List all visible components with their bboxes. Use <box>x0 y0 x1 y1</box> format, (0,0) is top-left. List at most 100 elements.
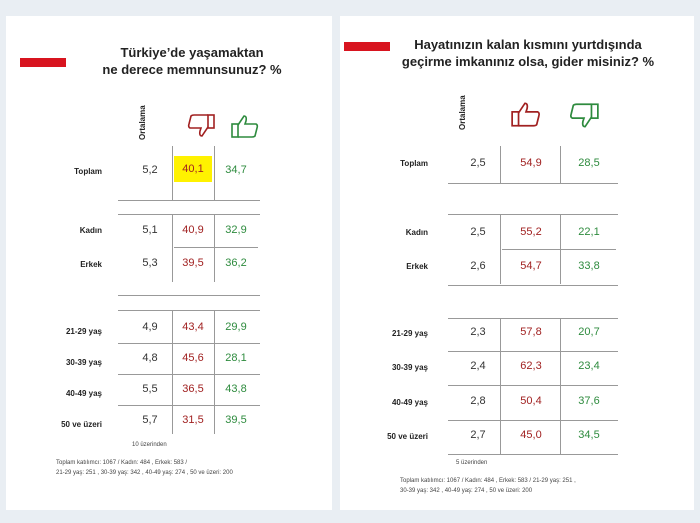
average-column-header: Ortalama <box>138 105 147 140</box>
row-label: 40-49 yaş <box>391 398 428 407</box>
positive-percent: 28,1 <box>225 352 247 364</box>
row-label: Toplam <box>400 159 428 168</box>
thumbs-down-icon <box>187 114 215 137</box>
average-value: 5,3 <box>142 257 158 269</box>
average-value: 2,5 <box>470 226 486 238</box>
grid-line <box>500 214 501 284</box>
grid-line <box>448 420 618 421</box>
positive-percent: 43,8 <box>225 383 247 395</box>
footnote: Toplam katılımcı: 1067 / Kadın: 484 , Er… <box>400 476 690 496</box>
positive-percent: 29,9 <box>225 321 247 333</box>
survey-panel-life-satisfaction: Türkiye’de yaşamaktan ne derece memnunsu… <box>6 16 332 510</box>
thumbs-up-icon <box>231 115 259 138</box>
negative-percent: 55,2 <box>520 226 542 238</box>
grid-line <box>448 385 618 386</box>
thumbs-down-icon <box>569 103 599 128</box>
row-label: 21-29 yaş <box>65 327 102 336</box>
positive-percent: 20,7 <box>578 326 600 338</box>
positive-percent: 37,6 <box>578 395 600 407</box>
average-value: 5,2 <box>142 164 158 176</box>
average-value: 2,5 <box>470 157 486 169</box>
footnote: Toplam katılımcı: 1067 / Kadın: 484 , Er… <box>56 458 326 478</box>
grid-line <box>118 374 260 375</box>
footnote-line-1: Toplam katılımcı: 1067 / Kadın: 484 , Er… <box>400 478 576 484</box>
negative-percent: 31,5 <box>182 414 204 426</box>
negative-percent: 45,0 <box>520 429 542 441</box>
average-column-header: Ortalama <box>458 95 467 130</box>
title-line-1: Hayatınızın kalan kısmını yurtdışında <box>414 37 642 52</box>
positive-percent: 32,9 <box>225 224 247 236</box>
accent-bar <box>344 42 390 51</box>
negative-percent: 45,6 <box>182 352 204 364</box>
panel-title: Hayatınızın kalan kısmını yurtdışında ge… <box>366 36 690 70</box>
survey-panel-live-abroad: Hayatınızın kalan kısmını yurtdışında ge… <box>340 16 694 510</box>
grid-line <box>500 318 501 454</box>
row-label: 21-29 yaş <box>391 329 428 338</box>
footnote-line-2: 30-39 yaş: 342 , 40-49 yaş: 274 , 50 ve … <box>400 488 533 494</box>
grid-line <box>172 310 173 434</box>
negative-percent: 40,9 <box>182 224 204 236</box>
average-value: 4,8 <box>142 352 158 364</box>
accent-bar <box>20 58 66 67</box>
average-value: 2,3 <box>470 326 486 338</box>
negative-percent: 36,5 <box>182 383 204 395</box>
positive-percent: 34,7 <box>225 164 247 176</box>
scale-note: 10 üzerinden <box>132 442 167 448</box>
row-label: Erkek <box>406 262 428 271</box>
negative-percent: 39,5 <box>182 257 204 269</box>
grid-line <box>118 343 260 344</box>
positive-percent: 34,5 <box>578 429 600 441</box>
grid-line <box>448 318 618 319</box>
panel-title: Türkiye’de yaşamaktan ne derece memnunsu… <box>72 44 312 78</box>
grid-line <box>448 454 618 455</box>
positive-percent: 28,5 <box>578 157 600 169</box>
negative-percent: 54,9 <box>520 157 542 169</box>
grid-line <box>172 214 173 282</box>
grid-line <box>214 146 215 200</box>
grid-line <box>448 214 618 215</box>
footnote-line-2: 21-29 yaş: 251 , 30-39 yaş: 342 , 40-49 … <box>56 470 233 476</box>
average-value: 5,5 <box>142 383 158 395</box>
positive-percent: 23,4 <box>578 360 600 372</box>
grid-line <box>118 214 260 215</box>
grid-line <box>174 247 258 248</box>
positive-percent: 22,1 <box>578 226 600 238</box>
grid-line <box>560 146 561 184</box>
row-label: 30-39 yaş <box>65 358 102 367</box>
negative-percent: 54,7 <box>520 260 542 272</box>
negative-percent: 50,4 <box>520 395 542 407</box>
average-value: 5,1 <box>142 224 158 236</box>
row-label: 50 ve üzeri <box>387 432 428 441</box>
scale-note: 5 üzerinden <box>456 460 488 466</box>
row-label: Kadın <box>79 226 102 235</box>
grid-line <box>502 249 616 250</box>
average-value: 2,4 <box>470 360 486 372</box>
grid-line <box>118 200 260 201</box>
positive-percent: 36,2 <box>225 257 247 269</box>
grid-line <box>560 318 561 454</box>
grid-line <box>448 351 618 352</box>
grid-line <box>448 183 618 184</box>
average-value: 2,7 <box>470 429 486 441</box>
average-value: 5,7 <box>142 414 158 426</box>
average-value: 2,8 <box>470 395 486 407</box>
grid-line <box>172 146 173 200</box>
negative-percent: 57,8 <box>520 326 542 338</box>
row-label: 40-49 yaş <box>65 389 102 398</box>
row-label: Kadın <box>405 228 428 237</box>
thumbs-up-icon <box>511 102 541 127</box>
negative-percent: 62,3 <box>520 360 542 372</box>
grid-line <box>118 310 260 311</box>
grid-line <box>500 146 501 184</box>
title-line-2: geçirme imkanınız olsa, gider misiniz? % <box>401 54 655 69</box>
grid-line <box>214 214 215 282</box>
grid-line <box>118 295 260 296</box>
footnote-line-1: Toplam katılımcı: 1067 / Kadın: 484 , Er… <box>56 460 188 466</box>
average-value: 2,6 <box>470 260 486 272</box>
title-line-2: ne derece memnunsunuz? % <box>102 62 282 77</box>
grid-line <box>448 285 618 286</box>
positive-percent: 33,8 <box>578 260 600 272</box>
row-label: 50 ve üzeri <box>61 420 102 429</box>
grid-line <box>214 310 215 434</box>
positive-percent: 39,5 <box>225 414 247 426</box>
